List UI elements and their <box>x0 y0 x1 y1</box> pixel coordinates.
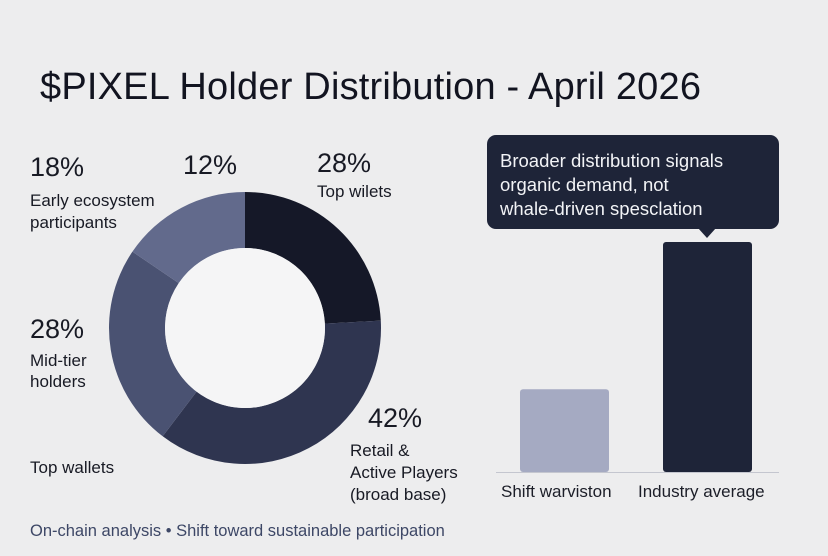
donut-hole <box>165 248 325 408</box>
bar-right <box>663 242 752 472</box>
early-participants-percent: 18% <box>30 152 85 182</box>
early-participants-label-line1: Early ecosystem <box>30 191 155 210</box>
callout-pointer <box>698 228 716 238</box>
callout-box: Broader distribution signals organic dem… <box>487 135 779 229</box>
footer-note: On-chain analysis • Shift toward sustain… <box>30 522 445 540</box>
bar-left <box>520 389 609 472</box>
retail-percent: 42% <box>368 403 423 433</box>
top-wilets-label: Top wilets <box>317 182 392 201</box>
top-percent-label: 12% <box>183 150 238 180</box>
mid-tier-label-line1: Mid-tier <box>30 351 87 370</box>
callout-line-3: whale-driven spesclation <box>500 198 703 219</box>
donut-slice-2 <box>162 320 381 464</box>
retail-label-line3: (broad base) <box>350 485 447 504</box>
donut-slice-1 <box>245 192 381 324</box>
mid-tier-percent: 28% <box>30 314 85 344</box>
callout-line-2: organic demand, not <box>500 174 669 195</box>
donut-slice-4 <box>132 192 245 284</box>
mid-tier-label-line2: holders <box>30 372 86 391</box>
retail-label-line2: Active Players <box>350 463 458 482</box>
retail-label-line1: Retail & <box>350 441 410 460</box>
donut-slice-3 <box>109 251 197 437</box>
bar-label-right: Industry average <box>638 482 765 501</box>
callout-line-1: Broader distribution signals <box>500 150 724 171</box>
chart-title: $PIXEL Holder Distribution - April 2026 <box>40 66 702 108</box>
top-wilets-percent: 28% <box>317 148 372 178</box>
early-participants-label-line2: participants <box>30 213 117 232</box>
top-wallets-label: Top wallets <box>30 458 115 477</box>
bar-label-left: Shift warviston <box>501 482 612 501</box>
